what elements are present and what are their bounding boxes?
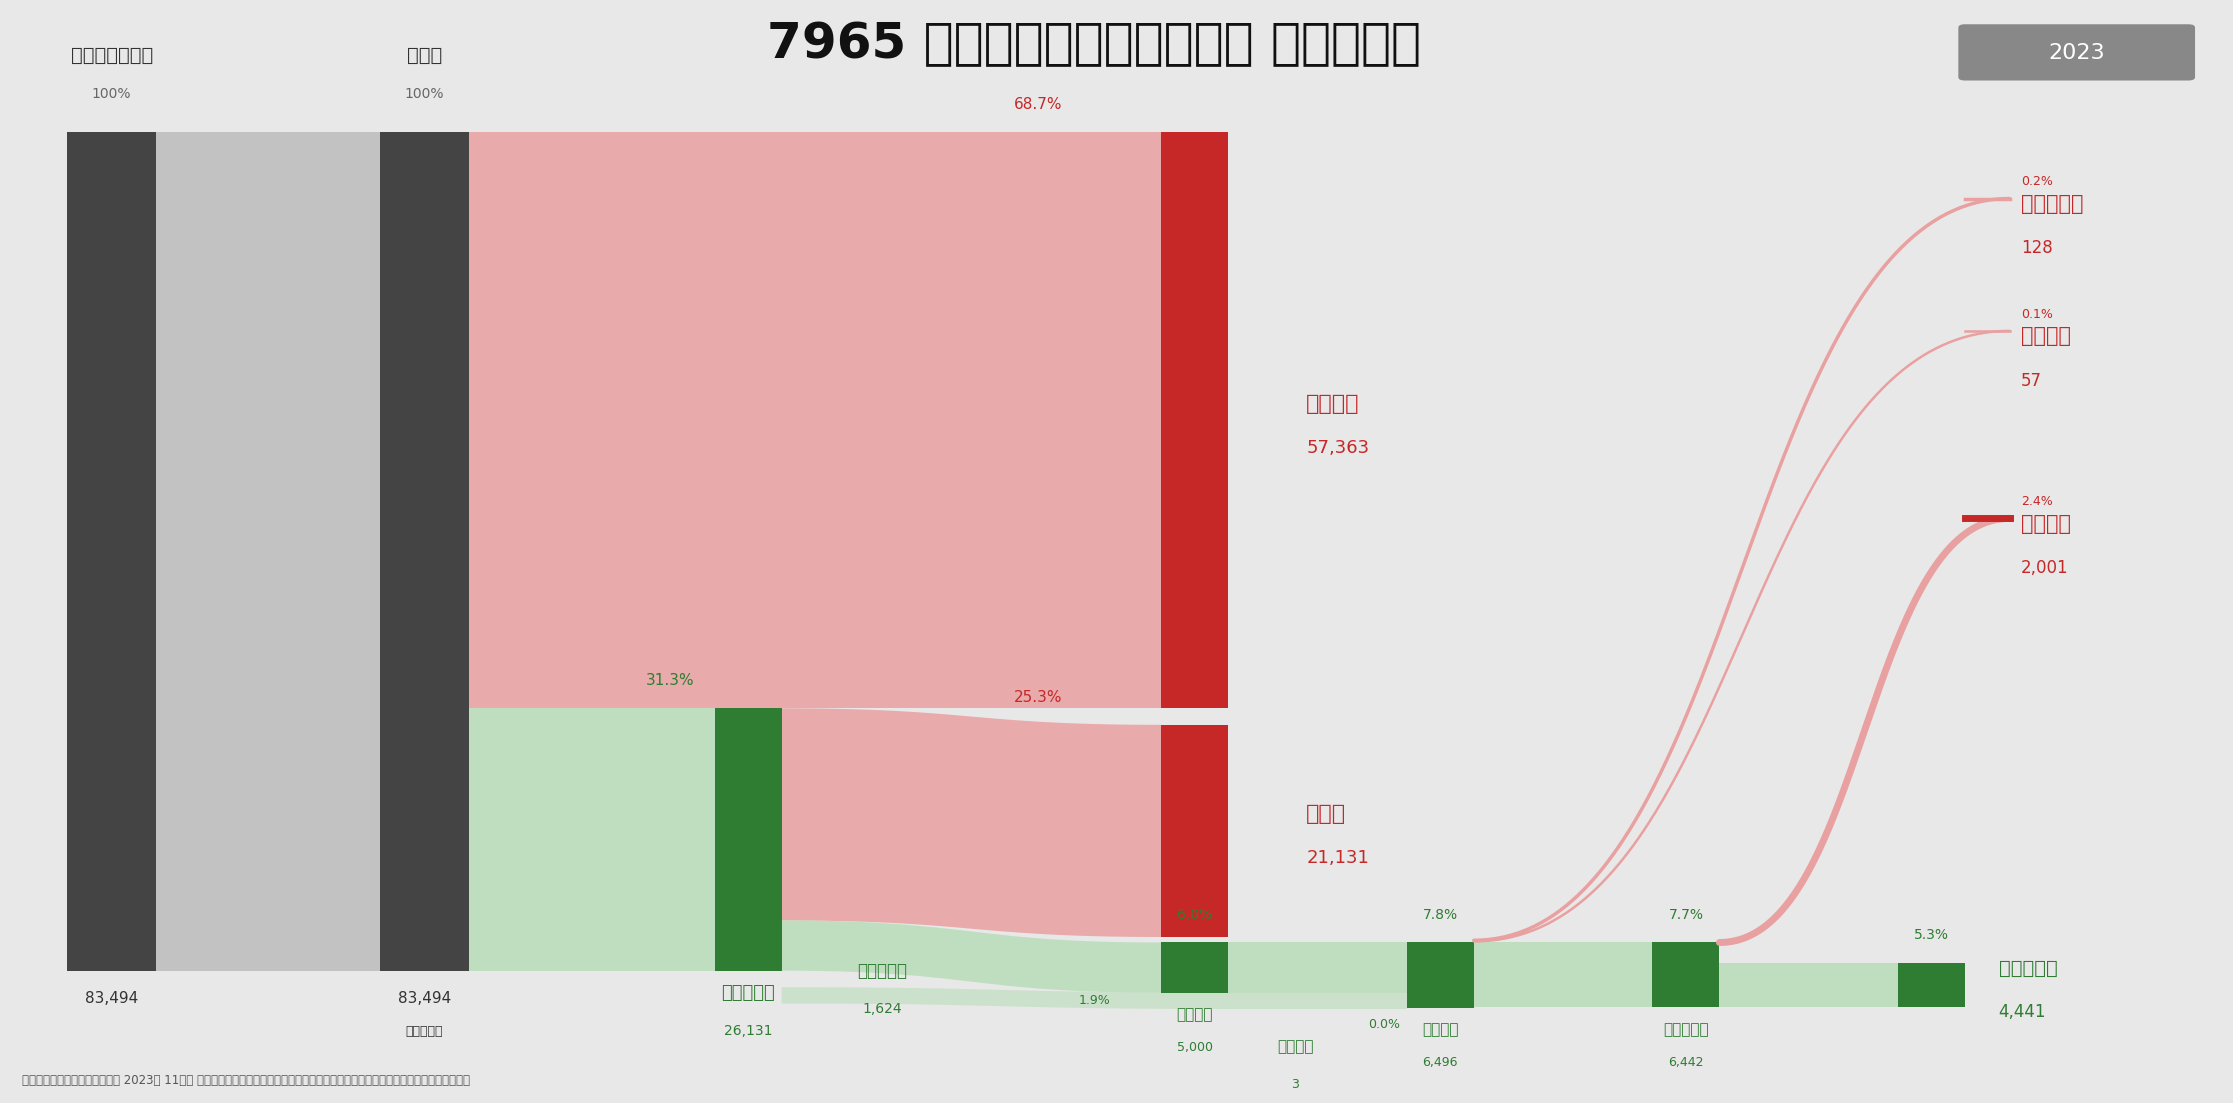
Text: 6.0%: 6.0% xyxy=(1177,908,1213,922)
Text: 出典：象印マホービン株式会社 2023年 11月期 有価証券報告書　　図解：左記資料を基にザイマニ｜財務分析マニュアルが調整・作成: 出典：象印マホービン株式会社 2023年 11月期 有価証券報告書 図解：左記資… xyxy=(22,1074,471,1088)
Polygon shape xyxy=(1474,942,1652,1007)
Polygon shape xyxy=(782,920,1161,993)
FancyBboxPatch shape xyxy=(1958,24,2195,81)
Text: 売上総利益: 売上総利益 xyxy=(721,984,775,1002)
Polygon shape xyxy=(469,132,1161,708)
Text: 7.7%: 7.7% xyxy=(1668,908,1704,922)
Text: 68.7%: 68.7% xyxy=(1014,97,1063,113)
Text: 売上高: 売上高 xyxy=(406,45,442,65)
Polygon shape xyxy=(156,132,380,971)
Text: 0.0%: 0.0% xyxy=(1369,1018,1400,1031)
Text: 25.3%: 25.3% xyxy=(1014,689,1063,705)
Text: 営業利益: 営業利益 xyxy=(1177,1007,1213,1022)
Text: 5.3%: 5.3% xyxy=(1914,928,1949,942)
Text: 3: 3 xyxy=(1291,1079,1300,1092)
Text: 7965 象印マホービン株式会社 損益計算書: 7965 象印マホービン株式会社 損益計算書 xyxy=(768,20,1420,68)
Text: 法人税等: 法人税等 xyxy=(2021,514,2070,534)
Text: 営業外費用: 営業外費用 xyxy=(2021,194,2083,214)
Text: 128: 128 xyxy=(2021,239,2052,257)
Text: 1.9%: 1.9% xyxy=(1079,994,1110,1007)
Text: 100%: 100% xyxy=(92,87,132,100)
Text: 7.8%: 7.8% xyxy=(1422,908,1458,922)
Polygon shape xyxy=(1228,993,1407,1009)
Text: 2023: 2023 xyxy=(2048,43,2106,63)
Text: （百万円）: （百万円） xyxy=(406,1025,442,1038)
Polygon shape xyxy=(782,708,1161,936)
Polygon shape xyxy=(782,987,1228,1009)
Polygon shape xyxy=(1228,942,1407,993)
Text: 2.4%: 2.4% xyxy=(2021,495,2052,508)
Text: 1,624: 1,624 xyxy=(862,1003,902,1016)
Text: 100%: 100% xyxy=(404,87,444,100)
Text: 0.1%: 0.1% xyxy=(2021,308,2052,321)
Polygon shape xyxy=(469,708,715,971)
Text: 営業外収益: 営業外収益 xyxy=(857,962,907,979)
Text: 6,496: 6,496 xyxy=(1422,1057,1458,1070)
Text: 販管費: 販管費 xyxy=(1306,804,1346,824)
Text: 経常利益: 経常利益 xyxy=(1422,1022,1458,1037)
Text: 26,131: 26,131 xyxy=(723,1025,773,1038)
Text: 単一セグメント: 単一セグメント xyxy=(71,45,152,65)
Text: 特別損失: 特別損失 xyxy=(2021,326,2070,346)
Text: 4,441: 4,441 xyxy=(1999,1004,2045,1021)
Text: 57: 57 xyxy=(2021,372,2041,389)
Polygon shape xyxy=(1719,963,1898,1007)
Text: 2,001: 2,001 xyxy=(2021,559,2068,577)
Text: 当期純利益: 当期純利益 xyxy=(1999,959,2057,978)
Text: 売上原価: 売上原価 xyxy=(1306,394,1360,414)
Text: 5,000: 5,000 xyxy=(1177,1041,1213,1054)
Text: 0.2%: 0.2% xyxy=(2021,175,2052,189)
Text: 6,442: 6,442 xyxy=(1668,1056,1704,1069)
Text: 31.3%: 31.3% xyxy=(645,673,694,688)
Text: 57,363: 57,363 xyxy=(1306,439,1369,457)
Text: 83,494: 83,494 xyxy=(85,990,138,1006)
Text: 83,494: 83,494 xyxy=(397,990,451,1006)
Text: 税引前利益: 税引前利益 xyxy=(1664,1021,1708,1037)
Text: 21,131: 21,131 xyxy=(1306,849,1369,867)
Text: 特別利益: 特別利益 xyxy=(1277,1039,1313,1053)
